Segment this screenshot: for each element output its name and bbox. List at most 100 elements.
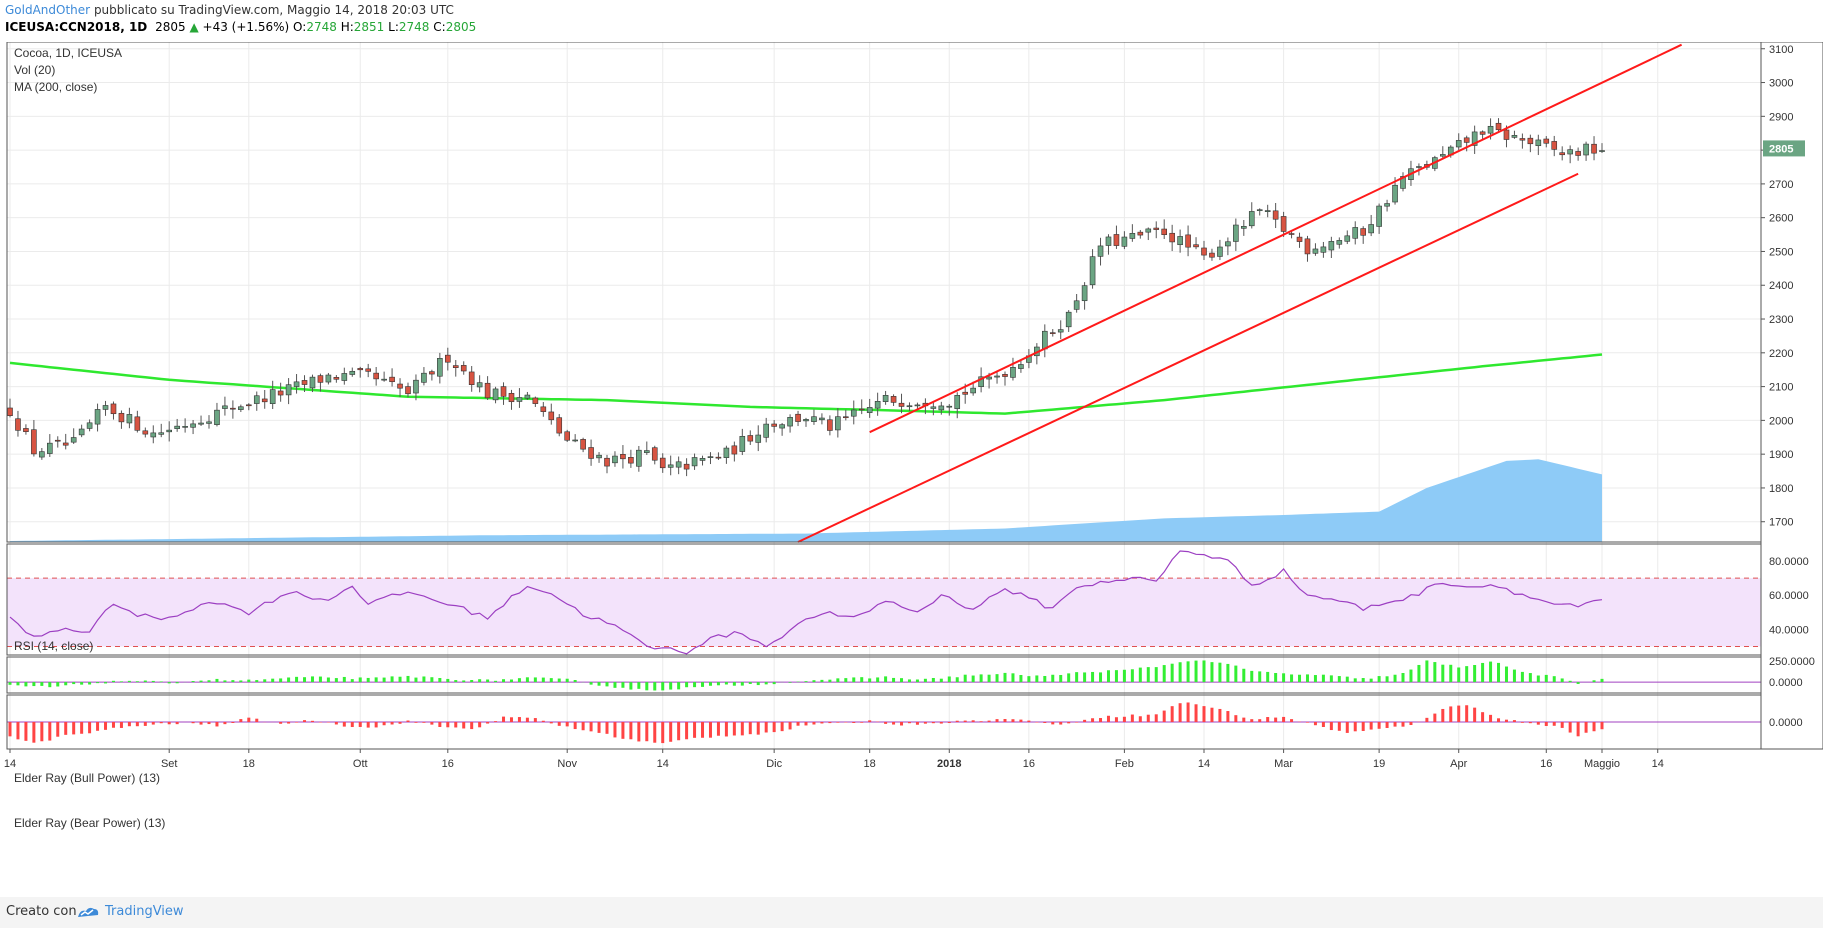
candle-body bbox=[516, 397, 523, 402]
bear-bar bbox=[446, 722, 450, 728]
candle-body bbox=[492, 388, 499, 401]
bear-bar bbox=[414, 722, 418, 723]
time-axis[interactable]: 14 Set 18 Ott 16 Nov 14 Dic 18 2018 16 Feb 14 Mar 19 Ap… bbox=[4, 749, 1823, 770]
bear-bar bbox=[223, 722, 227, 725]
candle-body bbox=[1336, 240, 1343, 245]
candle-body bbox=[1575, 151, 1581, 156]
footer: Creato con TradingView bbox=[0, 897, 1823, 928]
bull-bar bbox=[167, 682, 171, 684]
candle-body bbox=[842, 416, 849, 419]
bull-bar bbox=[438, 678, 442, 683]
time-tick-label: Apr bbox=[1450, 758, 1467, 770]
bull-bar bbox=[1059, 674, 1063, 683]
bear-bar bbox=[1218, 708, 1222, 722]
candle-body bbox=[1097, 245, 1104, 257]
candle-body bbox=[230, 407, 236, 410]
bear-bar bbox=[310, 720, 314, 722]
bull-bar bbox=[724, 682, 728, 685]
candle-body bbox=[978, 376, 984, 387]
bear-bar bbox=[1337, 722, 1341, 731]
candle-body bbox=[1463, 137, 1470, 143]
candle-body bbox=[564, 431, 571, 441]
candle-body bbox=[994, 375, 1000, 378]
candle-body bbox=[1177, 236, 1183, 246]
bear-bar bbox=[1433, 713, 1437, 722]
tradingview-logo-icon[interactable] bbox=[76, 903, 100, 921]
bear-bar bbox=[772, 722, 776, 733]
bear-bar bbox=[900, 722, 904, 726]
bull-bar bbox=[907, 679, 911, 683]
bull-bar bbox=[64, 682, 68, 686]
bull-bar bbox=[804, 681, 808, 683]
bull-bar bbox=[637, 682, 641, 689]
bull-bar bbox=[677, 682, 681, 690]
candle-body bbox=[1304, 238, 1311, 255]
bear-bar bbox=[1552, 722, 1556, 726]
candle-body bbox=[1225, 241, 1231, 247]
candle-body bbox=[643, 450, 650, 453]
bear-bar bbox=[135, 722, 139, 727]
bull-bar bbox=[1305, 674, 1309, 683]
tradingview-brand[interactable]: TradingView bbox=[105, 904, 184, 919]
high-value: 2851 bbox=[353, 20, 385, 34]
bull-bar bbox=[1409, 669, 1413, 683]
candle-body bbox=[1233, 224, 1239, 242]
bull-bar bbox=[645, 682, 649, 691]
candle-body bbox=[39, 451, 45, 458]
legend-title: Cocoa, 1D, ICEUSA bbox=[14, 46, 122, 60]
bear-bar bbox=[923, 722, 927, 724]
bear-bar bbox=[525, 717, 529, 722]
bear-bar bbox=[96, 722, 100, 731]
rsi-tick-label: 60.0000 bbox=[1769, 590, 1809, 602]
bull-tick-label: 0.0000 bbox=[1769, 677, 1803, 689]
bear-bar bbox=[1051, 722, 1055, 725]
bear-bar bbox=[748, 722, 752, 735]
candle-body bbox=[1217, 246, 1223, 257]
bull-bar bbox=[175, 682, 179, 684]
bull-bar bbox=[653, 682, 657, 691]
bull-bar bbox=[199, 680, 203, 683]
bull-bar bbox=[32, 682, 36, 687]
candle-body bbox=[1065, 311, 1072, 328]
bull-bar bbox=[398, 676, 402, 683]
bull-bar bbox=[414, 677, 418, 683]
bear-bar bbox=[334, 722, 338, 725]
bull-bar bbox=[223, 680, 227, 683]
candle-body bbox=[1089, 256, 1096, 286]
bear-bar bbox=[430, 722, 434, 725]
bull-power-pane bbox=[7, 660, 1761, 691]
candle-body bbox=[524, 394, 531, 399]
bull-bar bbox=[963, 674, 967, 683]
candle-body bbox=[405, 386, 411, 395]
bull-bar bbox=[1122, 669, 1126, 683]
chart-area[interactable]: 1700 1800 1900 2000 2100 2200 2300 2400 2500 2600… bbox=[0, 42, 1823, 897]
bull-bar bbox=[239, 680, 243, 683]
candle-body bbox=[222, 405, 228, 409]
bull-bar bbox=[56, 682, 60, 687]
candle-body bbox=[94, 409, 101, 425]
price-axis[interactable]: 1700 1800 1900 2000 2100 2200 2300 2400 2500 2600… bbox=[1761, 44, 1815, 729]
trend-channel[interactable] bbox=[797, 43, 1683, 543]
candle-body bbox=[166, 429, 172, 433]
bull-bar bbox=[597, 682, 601, 686]
bear-bar bbox=[1234, 715, 1238, 722]
bull-bar bbox=[295, 676, 299, 683]
candle-body bbox=[500, 386, 507, 397]
bear-bar bbox=[685, 722, 689, 740]
author-link[interactable]: GoldAndOther bbox=[5, 3, 91, 17]
time-tick-label: 18 bbox=[243, 758, 255, 770]
candle-body bbox=[460, 365, 467, 372]
candle-body bbox=[779, 424, 785, 429]
bear-bar bbox=[1138, 716, 1142, 722]
time-tick-label: Feb bbox=[1115, 758, 1134, 770]
bear-bar bbox=[1329, 722, 1333, 731]
candle-body bbox=[1272, 210, 1279, 220]
candle-body bbox=[1471, 131, 1478, 146]
candle-body bbox=[317, 375, 324, 383]
bull-bar bbox=[1385, 676, 1389, 683]
candle-body bbox=[755, 434, 762, 443]
low-value: 2748 bbox=[398, 20, 430, 34]
bear-bar bbox=[1003, 718, 1007, 722]
bear-bar bbox=[127, 722, 131, 727]
bull-bar bbox=[517, 678, 521, 683]
